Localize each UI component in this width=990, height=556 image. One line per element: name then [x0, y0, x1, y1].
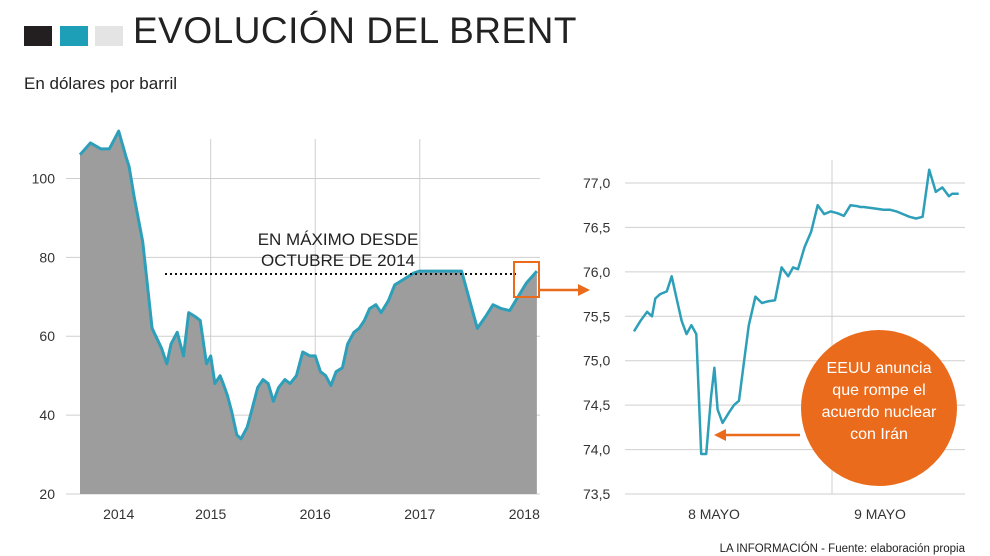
right-ytick-label: 77,0 — [583, 175, 610, 191]
left-ytick-label: 60 — [39, 328, 55, 344]
black-square-icon — [24, 26, 52, 46]
right-xtick-label: 8 MAYO — [688, 506, 740, 522]
right-series-line — [632, 168, 959, 456]
bubble-arrow-head — [714, 429, 726, 441]
left-xtick-label: 2014 — [103, 506, 134, 522]
left-series-line — [78, 129, 539, 441]
teal-square-icon — [60, 26, 88, 46]
left-xtick-label: 2016 — [300, 506, 331, 522]
bubble-text-line: acuerdo nuclear — [822, 404, 937, 421]
right-line-layer — [632, 168, 959, 456]
right-ytick-label: 76,0 — [583, 264, 610, 280]
right-ytick-label: 75,5 — [583, 308, 610, 324]
left-ytick-label: 80 — [39, 249, 55, 265]
left-area-layer — [78, 129, 539, 494]
bubble-text-line: EEUU anuncia — [827, 360, 932, 377]
bubble-text-line: que rompe el — [832, 382, 925, 399]
light-gray-square-icon — [95, 26, 123, 46]
chart-subtitle: En dólares por barril — [24, 74, 178, 93]
right-ytick-label: 74,0 — [583, 442, 610, 458]
left-y-ticks: 100 80 60 40 20 — [32, 170, 56, 502]
right-x-ticks: 8 MAYO 9 MAYO — [688, 506, 906, 522]
highlight-box — [513, 261, 540, 298]
max-label-line2: OCTUBRE DE 2014 — [261, 251, 415, 270]
right-y-ticks: 77,0 76,5 76,0 75,5 75,0 74,5 74,0 73,5 — [583, 175, 610, 502]
left-xtick-label: 2017 — [404, 506, 435, 522]
event-bubble-text: EEUU anuncia que rompe el acuerdo nuclear c… — [822, 360, 937, 443]
right-ytick-label: 76,5 — [583, 219, 610, 235]
right-ytick-label: 73,5 — [583, 486, 610, 502]
right-xtick-label: 9 MAYO — [854, 506, 906, 522]
bubble-text-line: con Irán — [850, 426, 908, 443]
max-label-line1: EN MÁXIMO DESDE — [258, 230, 419, 249]
right-ytick-label: 74,5 — [583, 397, 610, 413]
left-ytick-label: 20 — [39, 486, 55, 502]
left-xtick-label: 2015 — [195, 506, 226, 522]
chart-title: EVOLUCIÓN DEL BRENT — [133, 10, 577, 51]
chart-header: EVOLUCIÓN DEL BRENT En dólares por barri… — [0, 0, 990, 120]
left-ytick-label: 40 — [39, 407, 55, 423]
left-ytick-label: 100 — [32, 170, 56, 186]
left-area-fill — [80, 131, 537, 494]
connector-arrow-head — [578, 284, 590, 296]
left-xtick-label: 2018 — [509, 506, 540, 522]
right-ytick-label: 75,0 — [583, 353, 610, 369]
source-note: LA INFORMACIÓN - Fuente: elaboración pro… — [720, 542, 966, 555]
event-bubble — [801, 330, 957, 486]
left-x-ticks: 2014 2015 2016 2017 2018 — [103, 506, 540, 522]
